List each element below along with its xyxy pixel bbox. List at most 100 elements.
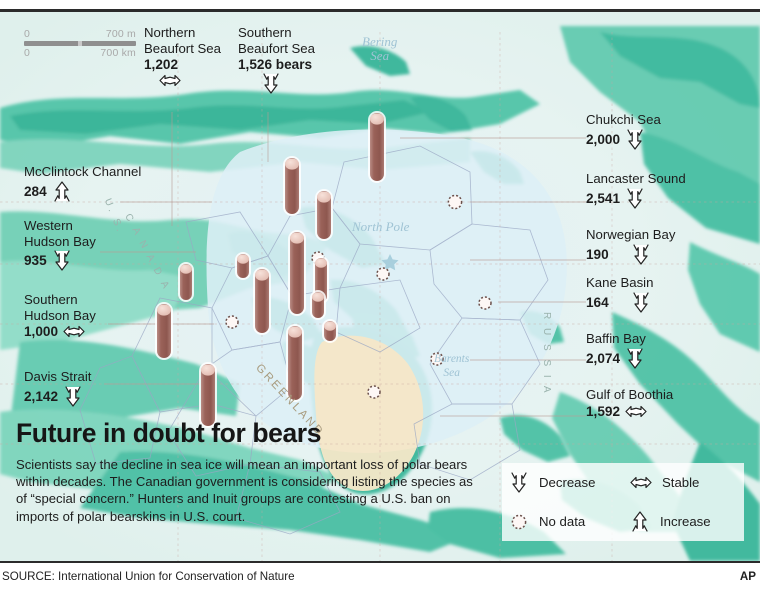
legend-label-no-data: No data bbox=[539, 514, 586, 529]
population-marker bbox=[368, 111, 386, 183]
scale-top-left: 0 bbox=[24, 28, 31, 40]
leader-lines bbox=[100, 112, 586, 417]
callout-name-line2: Hudson Bay bbox=[24, 233, 96, 249]
callout-name-line1: Southern bbox=[24, 292, 78, 307]
callout-name-line1: McClintock Channel bbox=[24, 164, 142, 179]
callout-name-line2: Hudson Bay bbox=[24, 307, 96, 323]
population-marker bbox=[310, 290, 326, 320]
decrease-icon bbox=[630, 243, 652, 266]
north-pole-star bbox=[381, 254, 399, 271]
callout-value: 1,592 bbox=[586, 403, 621, 419]
no-data-marker bbox=[367, 385, 381, 399]
top-divider bbox=[0, 9, 760, 12]
greenland-landmass bbox=[314, 335, 424, 491]
geo-label-bering-sea: Bering Sea bbox=[362, 34, 398, 63]
source-note: SOURCE: International Union for Conserva… bbox=[2, 570, 295, 583]
legend-item-no-data: No data bbox=[502, 511, 623, 533]
callout-davis-strait: Davis Strait 2,142 bbox=[24, 369, 91, 408]
callout-baffin-bay: Baffin Bay 2,074 bbox=[586, 331, 646, 370]
callout-southern-hudson-bay: Southern Hudson Bay 1,000 bbox=[24, 292, 96, 340]
decrease-icon bbox=[62, 385, 84, 408]
population-marker bbox=[199, 362, 217, 428]
decrease-icon bbox=[624, 187, 646, 210]
callout-name-line1: Northern bbox=[144, 25, 196, 40]
callout-value: 1,000 bbox=[24, 324, 59, 339]
callout-name-line1: Lancaster Sound bbox=[586, 171, 686, 186]
population-marker bbox=[322, 319, 338, 343]
no-data-marker bbox=[430, 352, 444, 366]
legend-label-increase: Increase bbox=[660, 514, 711, 529]
population-marker bbox=[283, 156, 301, 216]
credit-ap: AP bbox=[739, 570, 756, 583]
callout-name-line1: Norwegian Bay bbox=[586, 227, 676, 242]
decrease-icon bbox=[51, 250, 73, 272]
no-data-marker bbox=[478, 296, 492, 310]
callout-norwegian-bay: Norwegian Bay 190 bbox=[586, 227, 675, 266]
callout-mcclintock-channel: McClintock Channel 284 bbox=[24, 164, 141, 203]
callout-value: 1,526 bears bbox=[238, 57, 313, 72]
callout-value: 935 bbox=[24, 253, 47, 269]
population-markers bbox=[155, 111, 386, 428]
callout-value: 2,142 bbox=[24, 388, 59, 404]
geo-label-russia: R U S S I A bbox=[541, 312, 552, 396]
story-block: Future in doubt for bears Scientists say… bbox=[16, 418, 486, 525]
callout-name-line1: Chukchi Sea bbox=[586, 112, 661, 127]
geo-label-north-pole: North Pole bbox=[352, 219, 410, 234]
increase-icon bbox=[629, 510, 651, 533]
scale-bottom-right: 700 km bbox=[100, 47, 136, 59]
stable-icon bbox=[62, 324, 86, 339]
callout-southern-beaufort-sea: Southern Beaufort Sea 1,526 bears bbox=[238, 25, 315, 96]
callout-northern-beaufort-sea: Northern Beaufort Sea 1,202 bbox=[144, 25, 221, 88]
callout-value: 190 bbox=[586, 246, 609, 262]
legend-item-stable: Stable bbox=[623, 475, 744, 490]
legend-item-decrease: Decrease bbox=[502, 471, 623, 494]
scale-top-right: 700 m bbox=[105, 28, 136, 40]
legend-label-stable: Stable bbox=[662, 475, 700, 490]
decrease-icon bbox=[260, 72, 282, 96]
legend-label-decrease: Decrease bbox=[539, 475, 596, 490]
callout-value: 164 bbox=[586, 294, 609, 310]
population-marker bbox=[253, 267, 271, 335]
callout-lancaster-sound: Lancaster Sound 2,541 bbox=[586, 171, 686, 210]
population-marker bbox=[286, 324, 304, 402]
scale-bar: 0 700 m 0 700 km bbox=[24, 28, 136, 59]
callout-value: 2,541 bbox=[586, 190, 621, 206]
legend: Decrease Stable No data Increase bbox=[502, 463, 744, 541]
geo-label-barents-sea: Barents Sea bbox=[434, 353, 470, 379]
page-title: Future in doubt for bears bbox=[16, 418, 322, 448]
callout-name-line1: Kane Basin bbox=[586, 275, 654, 290]
callout-name-line1: Gulf of Boothia bbox=[586, 387, 674, 402]
decrease-icon bbox=[624, 347, 646, 370]
no-data-marker bbox=[225, 315, 239, 329]
callout-name-line2: Beaufort Sea bbox=[144, 40, 221, 56]
population-marker bbox=[155, 302, 173, 360]
callout-western-hudson-bay: Western Hudson Bay 935 bbox=[24, 218, 96, 272]
decrease-icon bbox=[624, 128, 646, 151]
callout-value: 2,000 bbox=[586, 131, 621, 147]
population-marker bbox=[178, 262, 194, 302]
decrease-icon bbox=[508, 471, 530, 494]
callout-value: 284 bbox=[24, 183, 47, 199]
callout-name-line1: Southern bbox=[238, 25, 292, 40]
population-marker bbox=[288, 230, 306, 316]
no-data-marker bbox=[376, 267, 390, 281]
callout-gulf-of-boothia: Gulf of Boothia 1,592 bbox=[586, 387, 673, 419]
scale-bar-graphic bbox=[24, 41, 136, 46]
callout-kane-basin: Kane Basin 164 bbox=[586, 275, 653, 314]
population-marker bbox=[235, 252, 251, 280]
story-body: Scientists say the decline in sea ice wi… bbox=[16, 457, 473, 524]
callout-name-line1: Baffin Bay bbox=[586, 331, 646, 346]
callout-value: 2,074 bbox=[586, 350, 621, 366]
arctic-map: Bering Sea North Pole Barents Sea GREENLAN… bbox=[0, 12, 760, 561]
decrease-icon bbox=[630, 291, 652, 314]
callout-chukchi-sea: Chukchi Sea 2,000 bbox=[586, 112, 661, 151]
population-marker bbox=[315, 189, 333, 241]
scale-bottom-left: 0 bbox=[24, 47, 31, 59]
stable-icon bbox=[629, 475, 653, 490]
callout-name-line1: Davis Strait bbox=[24, 369, 92, 384]
callout-value: 1,202 bbox=[144, 57, 179, 72]
legend-item-increase: Increase bbox=[623, 510, 744, 533]
callout-name-line1: Western bbox=[24, 218, 73, 233]
callout-name-line2: Beaufort Sea bbox=[238, 40, 315, 56]
no-data-marker bbox=[447, 194, 463, 210]
